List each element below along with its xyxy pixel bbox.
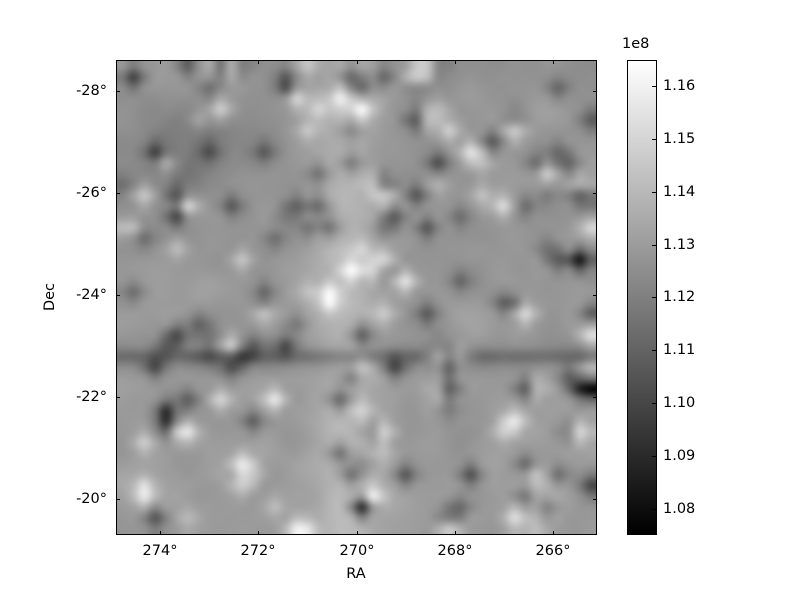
x-tick-label: 272° <box>240 543 276 559</box>
colorbar-gradient <box>628 61 656 534</box>
colorbar-tick-label: 1.11 <box>663 342 696 358</box>
colorbar-tick-label: 1.14 <box>663 184 696 200</box>
colorbar-tick-mark <box>652 456 656 457</box>
heatmap-axes <box>116 60 597 535</box>
x-tick-label: 266° <box>535 543 571 559</box>
y-tick-mark <box>116 295 120 296</box>
colorbar-tick-mark <box>652 245 656 246</box>
x-tick-mark <box>258 531 259 535</box>
y-axis-label: Dec <box>42 282 58 312</box>
colorbar-tick-label: 1.10 <box>663 395 696 411</box>
colorbar-tick-label: 1.13 <box>663 237 696 253</box>
colorbar-tick-mark <box>652 192 656 193</box>
x-tick-mark <box>553 531 554 535</box>
x-tick-label: 270° <box>339 543 375 559</box>
colorbar-tick-mark <box>652 509 656 510</box>
y-tick-mark <box>116 193 120 194</box>
x-tick-label: 268° <box>437 543 473 559</box>
colorbar-tick-mark <box>652 86 656 87</box>
colorbar-tick-mark <box>652 403 656 404</box>
x-tick-mark-top <box>160 60 161 64</box>
y-tick-mark <box>116 91 120 92</box>
y-tick-mark <box>116 499 120 500</box>
x-tick-mark-top <box>258 60 259 64</box>
y-tick-mark-right <box>593 295 597 296</box>
colorbar <box>627 60 657 535</box>
colorbar-tick-mark <box>652 297 656 298</box>
x-tick-label: 274° <box>142 543 178 559</box>
colorbar-tick-label: 1.12 <box>663 289 696 305</box>
y-tick-mark-right <box>593 397 597 398</box>
colorbar-tick-label: 1.09 <box>663 448 696 464</box>
y-tick-label: -22° <box>76 388 107 405</box>
y-tick-label: -20° <box>76 490 107 507</box>
colorbar-tick-mark <box>652 139 656 140</box>
sky-map-heatmap <box>117 61 596 534</box>
y-tick-label: -24° <box>76 286 107 303</box>
colorbar-tick-label: 1.15 <box>663 131 696 147</box>
x-tick-mark-top <box>455 60 456 64</box>
y-tick-mark-right <box>593 193 597 194</box>
colorbar-tick-label: 1.16 <box>663 78 696 94</box>
x-tick-mark-top <box>357 60 358 64</box>
x-axis-label: RA <box>346 566 366 582</box>
x-tick-mark <box>160 531 161 535</box>
y-tick-mark <box>116 397 120 398</box>
colorbar-tick-mark <box>652 350 656 351</box>
x-tick-mark-top <box>553 60 554 64</box>
y-tick-mark-right <box>593 499 597 500</box>
colorbar-offset-text: 1e8 <box>622 36 650 52</box>
y-tick-mark-right <box>593 91 597 92</box>
y-tick-label: -26° <box>76 184 107 201</box>
colorbar-tick-label: 1.08 <box>663 501 696 517</box>
y-tick-label: -28° <box>76 82 107 99</box>
x-tick-mark <box>455 531 456 535</box>
x-tick-mark <box>357 531 358 535</box>
